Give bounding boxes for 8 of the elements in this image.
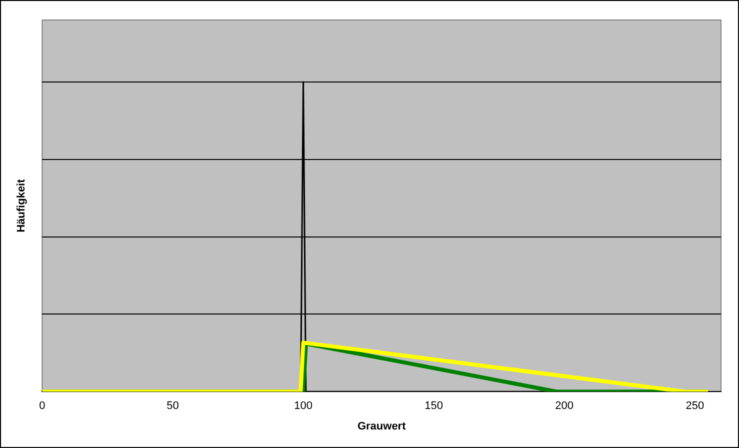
x-axis-title: Grauwert [357,420,406,432]
x-tick-label: 100 [294,400,312,412]
x-tick-label: 200 [555,400,574,412]
y-axis-title: Häufigkeit [16,178,28,232]
x-tick-label: 250 [686,400,704,412]
x-tick-label: 50 [166,400,179,412]
x-tick-label: 0 [39,400,46,412]
x-tick-label: 150 [424,400,443,412]
